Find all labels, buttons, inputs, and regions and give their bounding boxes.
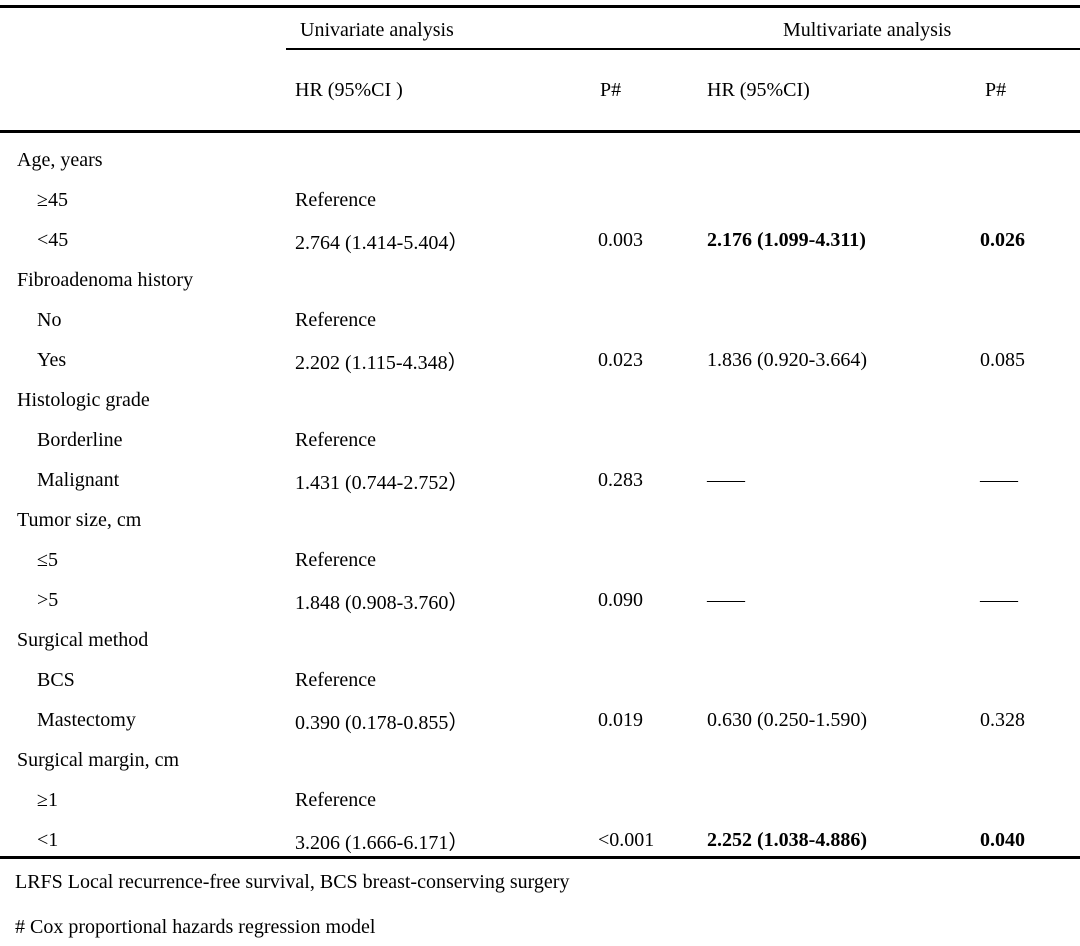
row-label: <45: [37, 228, 69, 251]
multivariate-p-column-header: P#: [985, 79, 1007, 101]
table-row: BCS Reference: [0, 660, 1080, 700]
univariate-p-value: <0.001: [598, 828, 655, 851]
table-row: Age, years: [0, 140, 1080, 180]
table-row: Malignant 1.431 (0.744-2.752） 0.283 —— —…: [0, 460, 1080, 500]
row-label: >5: [37, 588, 59, 611]
table-row: ≥1 Reference: [0, 780, 1080, 820]
univariate-p-value: 0.023: [598, 348, 643, 371]
row-label: ≤5: [37, 548, 58, 571]
row-label: Tumor size, cm: [17, 508, 142, 531]
header-bottom-rule: [0, 130, 1080, 133]
multivariate-p-value: 0.328: [980, 708, 1025, 731]
row-label: Fibroadenoma history: [17, 268, 194, 291]
row-label: ≥45: [37, 188, 68, 211]
row-label: Age, years: [17, 148, 103, 171]
univariate-hr-value: Reference: [295, 428, 377, 451]
row-label: Borderline: [37, 428, 123, 451]
univariate-hr-value: Reference: [295, 308, 377, 331]
table-row: ≥45 Reference: [0, 180, 1080, 220]
table-row: Borderline Reference: [0, 420, 1080, 460]
spanner-underline-rule: [286, 48, 1080, 50]
multivariate-p-value: 0.026: [980, 228, 1025, 251]
row-label: Malignant: [37, 468, 120, 491]
multivariate-p-value: ——: [980, 468, 1018, 491]
univariate-p-column-header: P#: [600, 79, 622, 101]
univariate-hr-value: 1.848 (0.908-3.760）: [295, 591, 469, 614]
table-row: <1 3.206 (1.666-6.171） <0.001 2.252 (1.0…: [0, 820, 1080, 860]
multivariate-hr-value: ——: [707, 468, 745, 491]
univariate-p-value: 0.003: [598, 228, 643, 251]
univariate-hr-value: Reference: [295, 668, 377, 691]
table-top-rule: [0, 5, 1080, 8]
row-label: Surgical method: [17, 628, 149, 651]
table-row: No Reference: [0, 300, 1080, 340]
multivariate-hr-column-header: HR (95%CI): [707, 79, 810, 101]
table-row: Surgical margin, cm: [0, 740, 1080, 780]
cox-model-footnote: # Cox proportional hazards regression mo…: [15, 916, 376, 938]
multivariate-hr-value: ——: [707, 588, 745, 611]
univariate-hr-column-header: HR (95%CI ): [295, 79, 403, 101]
row-label: Surgical margin, cm: [17, 748, 180, 771]
table-row: Tumor size, cm: [0, 500, 1080, 540]
univariate-hr-value: Reference: [295, 188, 377, 211]
abbreviations-footnote: LRFS Local recurrence-free survival, BCS…: [15, 871, 570, 893]
table-row: <45 2.764 (1.414-5.404） 0.003 2.176 (1.0…: [0, 220, 1080, 260]
multivariate-analysis-header: Multivariate analysis: [783, 19, 952, 41]
univariate-p-value: 0.090: [598, 588, 643, 611]
table-row: Fibroadenoma history: [0, 260, 1080, 300]
multivariate-hr-value: 2.252 (1.038-4.886): [707, 828, 867, 851]
table-row: ≤5 Reference: [0, 540, 1080, 580]
row-label: <1: [37, 828, 59, 851]
table-row: Yes 2.202 (1.115-4.348） 0.023 1.836 (0.9…: [0, 340, 1080, 380]
univariate-analysis-header: Univariate analysis: [300, 19, 454, 41]
multivariate-p-value: 0.040: [980, 828, 1025, 851]
table-bottom-rule: [0, 856, 1080, 859]
table-body: Age, years ≥45 Reference <45 2.764 (1.41…: [0, 140, 1080, 860]
univariate-p-value: 0.019: [598, 708, 643, 731]
table-row: Mastectomy 0.390 (0.178-0.855） 0.019 0.6…: [0, 700, 1080, 740]
univariate-hr-value: 2.202 (1.115-4.348）: [295, 351, 468, 374]
univariate-hr-value: Reference: [295, 788, 377, 811]
row-label: ≥1: [37, 788, 58, 811]
multivariate-hr-value: 0.630 (0.250-1.590): [707, 708, 867, 731]
table-row: Histologic grade: [0, 380, 1080, 420]
univariate-hr-value: 3.206 (1.666-6.171）: [295, 831, 469, 854]
multivariate-hr-value: 1.836 (0.920-3.664): [707, 348, 867, 371]
row-label: BCS: [37, 668, 75, 691]
univariate-hr-value: Reference: [295, 548, 377, 571]
table-row: Surgical method: [0, 620, 1080, 660]
univariate-hr-value: 1.431 (0.744-2.752）: [295, 471, 469, 494]
multivariate-p-value: ——: [980, 588, 1018, 611]
univariate-hr-value: 2.764 (1.414-5.404）: [295, 231, 469, 254]
multivariate-hr-value: 2.176 (1.099-4.311): [707, 228, 866, 251]
univariate-hr-value: 0.390 (0.178-0.855）: [295, 711, 469, 734]
row-label: No: [37, 308, 62, 331]
row-label: Mastectomy: [37, 708, 136, 731]
univariate-p-value: 0.283: [598, 468, 643, 491]
multivariate-p-value: 0.085: [980, 348, 1025, 371]
row-label: Histologic grade: [17, 388, 150, 411]
table-row: >5 1.848 (0.908-3.760） 0.090 —— ——: [0, 580, 1080, 620]
row-label: Yes: [37, 348, 67, 371]
